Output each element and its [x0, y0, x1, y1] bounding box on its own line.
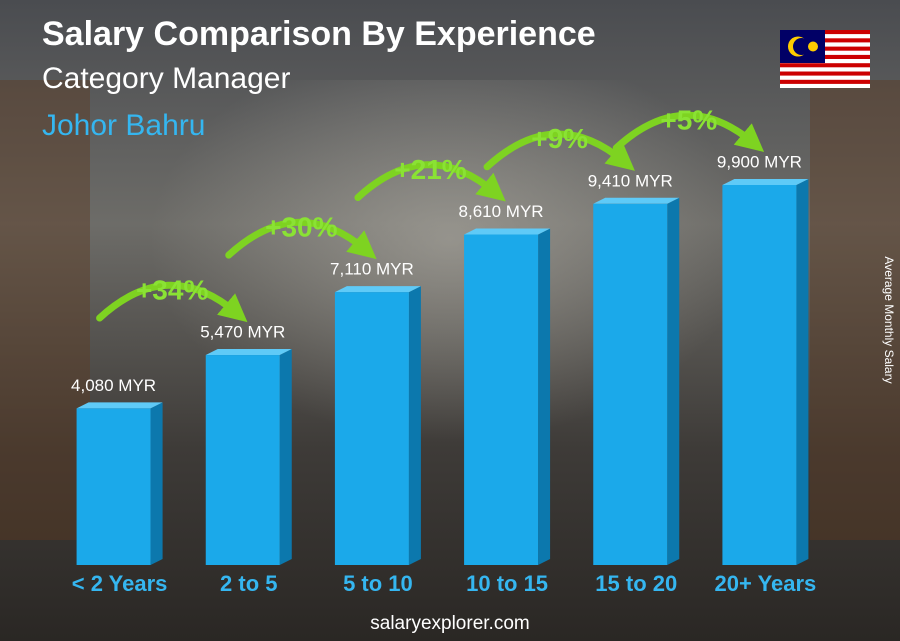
- x-tick-label: 5 to 10: [343, 571, 413, 596]
- change-label: +9%: [531, 123, 588, 154]
- change-label: +30%: [265, 211, 337, 242]
- location: Johor Bahru: [42, 109, 205, 142]
- bar: [464, 234, 539, 566]
- bar-side: [667, 197, 680, 565]
- x-tick-label: 15 to 20: [595, 571, 677, 596]
- change-arrow: [483, 130, 635, 171]
- bar-side: [538, 228, 551, 566]
- flag-star: [808, 41, 818, 52]
- bar: [205, 355, 280, 565]
- bar-top: [722, 179, 809, 185]
- bar-top: [593, 197, 680, 204]
- footer: salaryexplorer.com: [370, 613, 529, 634]
- bar: [722, 185, 797, 565]
- bar-top: [205, 349, 292, 356]
- change-arrow: [225, 218, 377, 260]
- bar: [76, 408, 151, 565]
- x-tick-label: 10 to 15: [466, 571, 548, 596]
- change-label: +21%: [394, 154, 466, 185]
- x-tick-label: 2 to 5: [220, 571, 277, 596]
- bar-side: [279, 349, 292, 565]
- value-label: 5,470 MYR: [200, 323, 285, 342]
- x-tick-label: < 2 Years: [72, 571, 168, 596]
- shelf-left: [0, 80, 90, 540]
- value-label: 9,900 MYR: [717, 152, 802, 171]
- change-label: +34%: [136, 274, 208, 305]
- x-tick-label: 20+ Years: [715, 571, 817, 596]
- bar-top: [464, 228, 551, 235]
- bar-top: [76, 402, 163, 409]
- bar-side: [150, 402, 163, 565]
- change-arrow: [612, 111, 765, 153]
- change-arrow: [96, 281, 248, 323]
- bar-side: [408, 286, 421, 565]
- bar: [593, 203, 668, 565]
- value-label: 7,110 MYR: [330, 260, 414, 279]
- bar-side: [796, 179, 809, 565]
- chart-title: Salary Comparison By Experience: [42, 15, 596, 53]
- bar-top: [334, 286, 421, 293]
- flag-crescent-cut: [793, 38, 810, 55]
- bar: [334, 292, 409, 565]
- shelf-right: [810, 80, 900, 540]
- value-label: 4,080 MYR: [71, 376, 156, 395]
- value-label: 8,610 MYR: [459, 202, 544, 221]
- change-label: +5%: [660, 104, 717, 135]
- value-label: 9,410 MYR: [588, 171, 673, 190]
- y-axis-label: Average Monthly Salary: [882, 256, 896, 383]
- chart-subtitle: Category Manager: [42, 62, 290, 95]
- change-arrow: [354, 161, 506, 202]
- flag: [780, 30, 870, 88]
